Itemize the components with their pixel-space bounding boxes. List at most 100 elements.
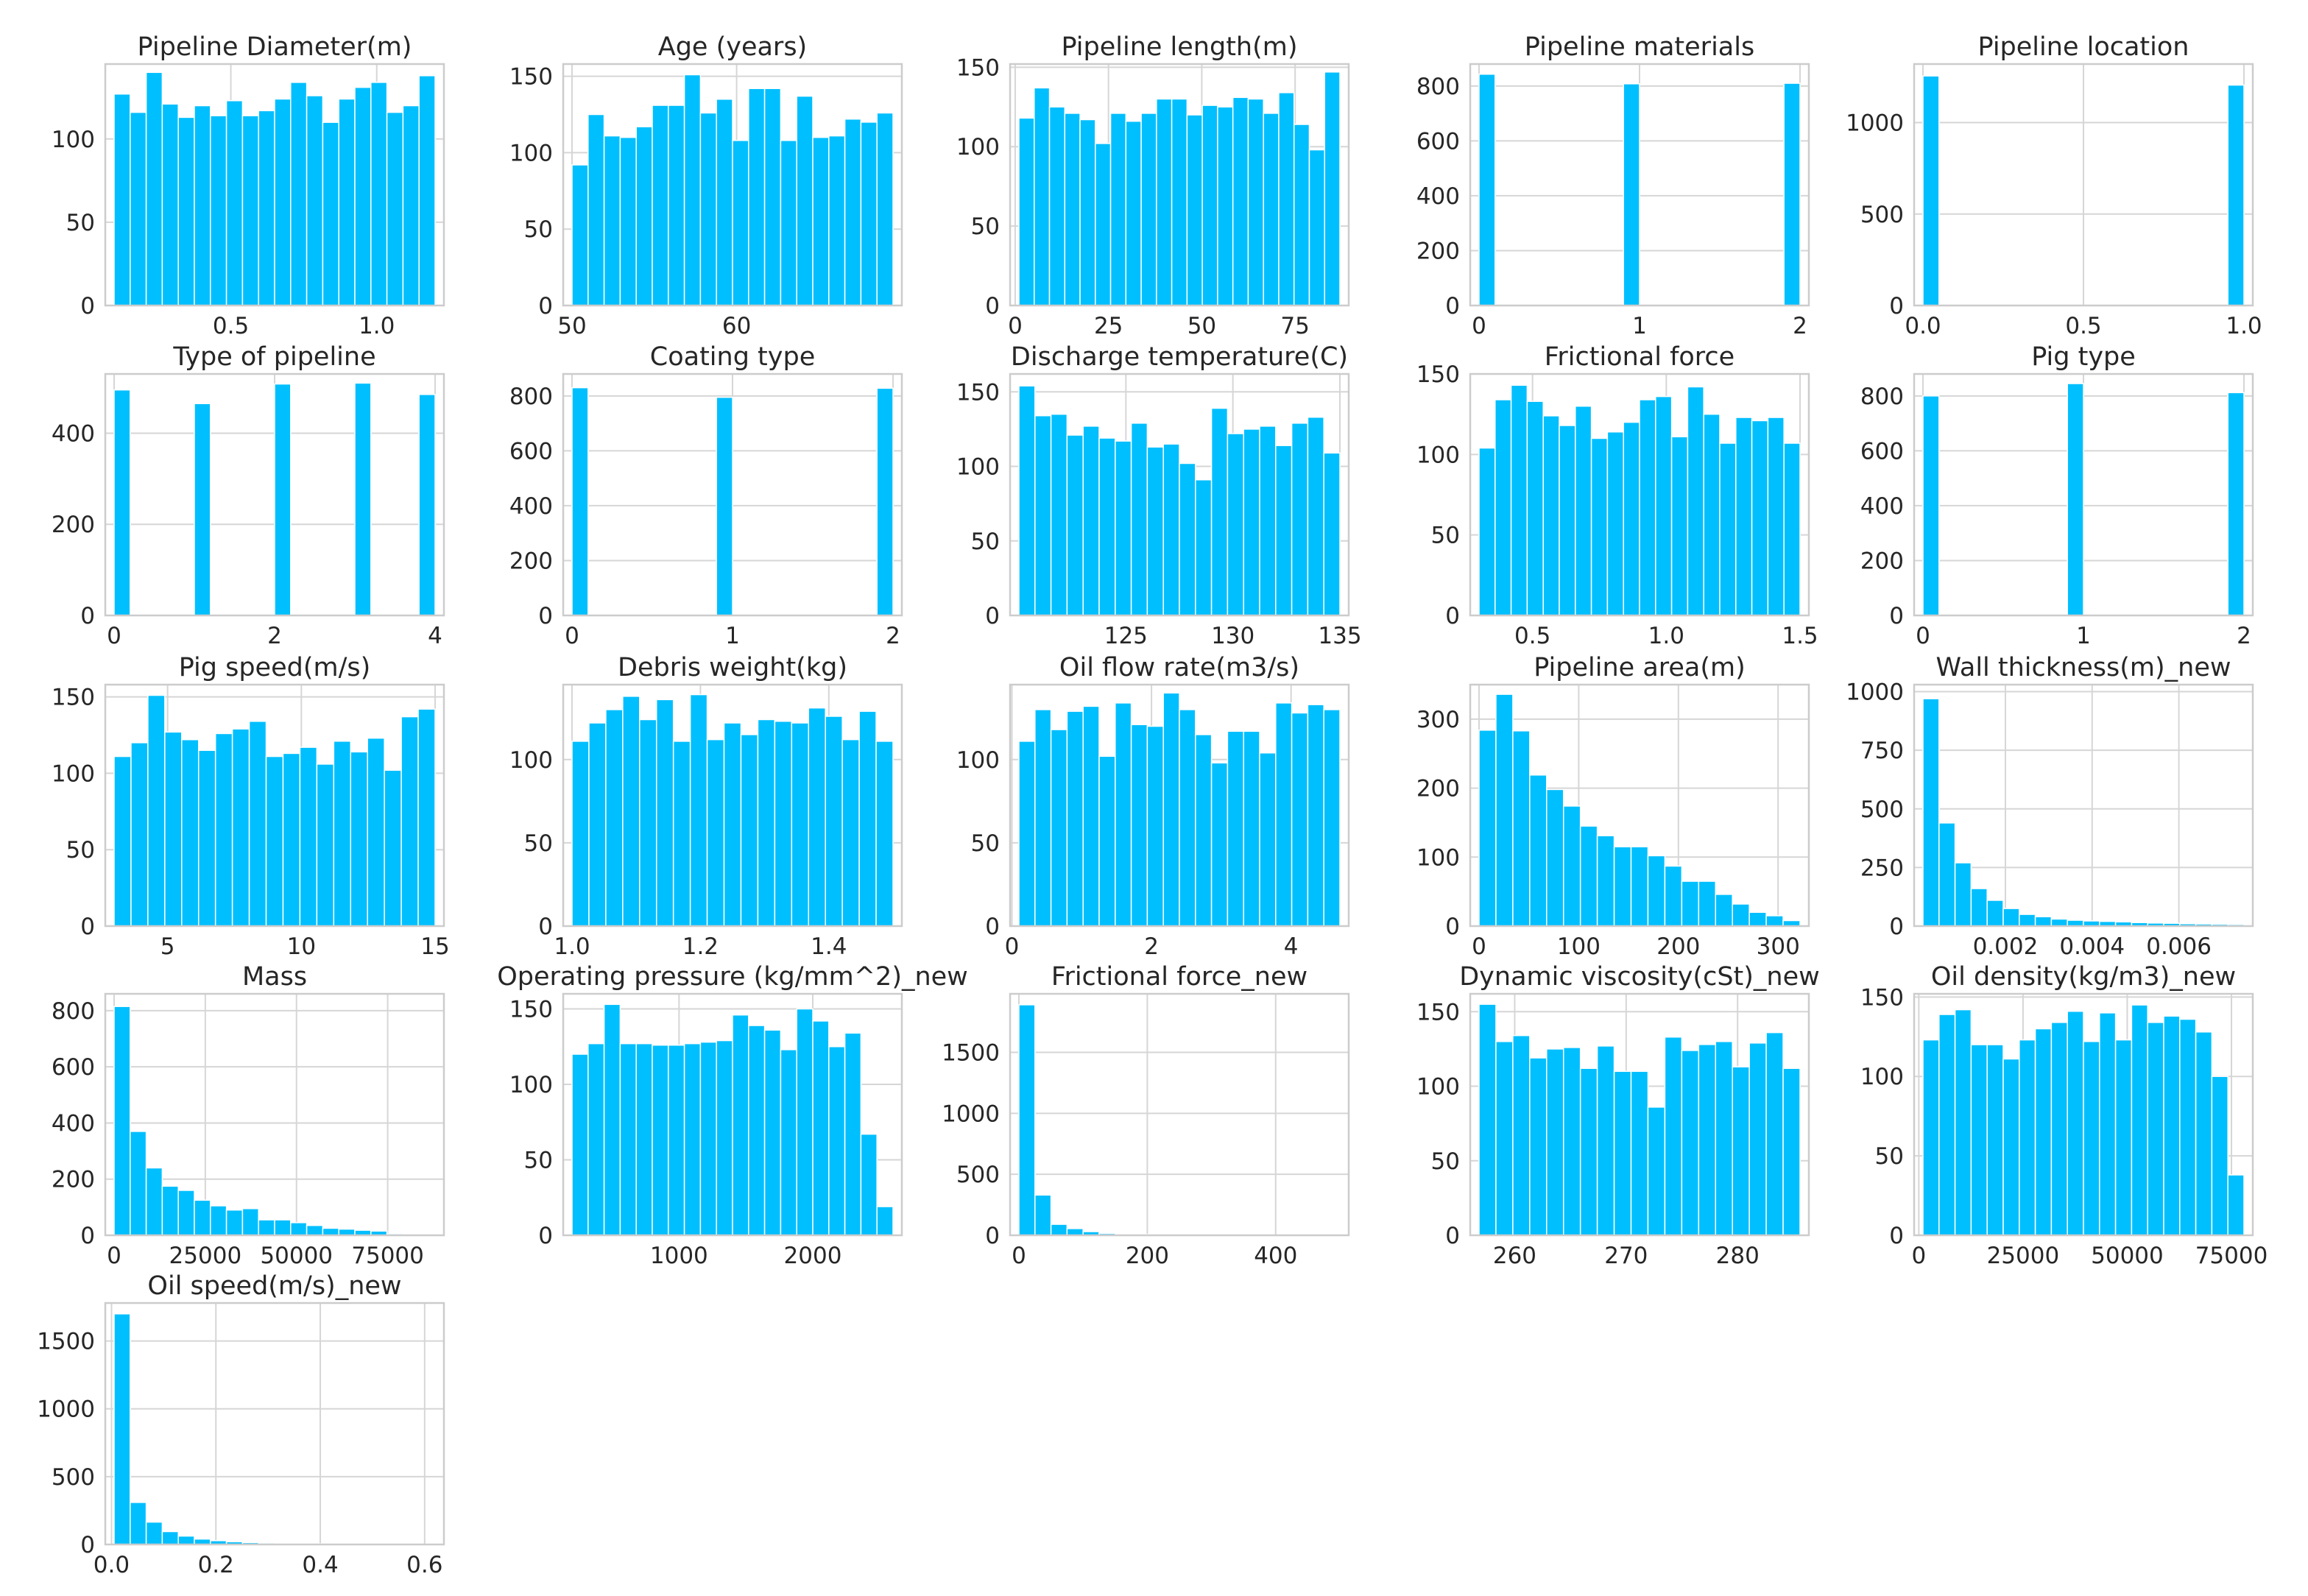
histogram-bar	[1018, 385, 1036, 616]
histogram-bar	[306, 1224, 324, 1236]
y-tick-label: 150	[509, 64, 553, 91]
x-tick-label: 100	[1557, 933, 1601, 960]
histogram-bar	[1748, 1042, 1767, 1236]
histogram-bar	[812, 1020, 830, 1236]
histogram-bar	[1259, 426, 1277, 616]
histogram-bar	[588, 722, 607, 927]
x-tick-label: 50	[1187, 313, 1216, 339]
histogram-bar	[181, 738, 200, 927]
x-tick-label: 75000	[2195, 1243, 2268, 1269]
histogram-bar	[225, 100, 244, 306]
histogram-bar	[1732, 1066, 1750, 1236]
histogram-bar	[258, 110, 275, 306]
y-tick-label: 200	[1860, 548, 1904, 574]
x-tick-label: 1.0	[359, 313, 395, 339]
histogram-bar	[1765, 915, 1784, 927]
x-tick-label: 1	[1632, 313, 1647, 339]
y-tick-label: 600	[1860, 438, 1904, 465]
histogram-bar	[161, 103, 179, 306]
histogram-bar	[1098, 437, 1116, 616]
histogram-bar	[1670, 436, 1689, 616]
x-tick-label: 400	[1254, 1243, 1297, 1269]
x-tick-label: 280	[1716, 1243, 1760, 1269]
histogram-title: Frictional force_new	[1051, 962, 1307, 992]
histogram-bar	[1639, 399, 1656, 616]
x-tick-label: 0.006	[2146, 933, 2212, 960]
histogram-bar	[668, 105, 685, 306]
histogram-bar	[1596, 835, 1615, 927]
y-tick-label: 0	[985, 914, 1000, 940]
x-tick-label: 25	[1094, 313, 1123, 339]
histogram-bar	[1613, 1070, 1632, 1236]
histogram-bar	[1590, 437, 1609, 616]
histogram-bar	[113, 389, 131, 616]
x-tick-label: 0.5	[213, 313, 249, 339]
y-tick-label: 600	[509, 438, 553, 465]
histogram-bar	[274, 98, 292, 306]
histogram-bar	[812, 136, 830, 306]
histogram-bar	[1018, 741, 1036, 927]
histogram-bar	[113, 1006, 131, 1236]
histogram-bar	[1082, 705, 1100, 927]
histogram-bar	[723, 722, 742, 927]
histogram-bar	[876, 387, 894, 616]
histogram-bar	[113, 1313, 131, 1545]
x-tick-label: 0	[107, 1243, 121, 1269]
y-tick-label: 100	[509, 1072, 553, 1098]
x-tick-label: 0.6	[406, 1552, 442, 1578]
y-tick-label: 50	[1431, 523, 1460, 549]
y-tick-label: 750	[1860, 738, 1904, 764]
histogram-bar	[1613, 846, 1632, 927]
x-tick-label: 2	[886, 623, 900, 649]
histogram-bar	[145, 1167, 163, 1236]
histogram-bar	[1748, 911, 1767, 927]
histogram-bar	[1263, 113, 1280, 306]
histogram-bar	[164, 731, 183, 927]
y-tick-label: 800	[1860, 384, 1904, 410]
x-tick-label: 25000	[1987, 1243, 2060, 1269]
histogram-bar	[1323, 709, 1341, 927]
histogram-bar	[2227, 392, 2245, 616]
y-tick-label: 1000	[1846, 110, 1904, 137]
histogram-bar	[1307, 704, 1324, 927]
x-tick-label: 2	[1793, 313, 1807, 339]
histogram-panel: 0 200 400 600 800 0 25000 50000 75000 Mass	[52, 962, 445, 1269]
x-tick-label: 15	[420, 933, 449, 960]
histogram-bar	[1970, 1044, 1988, 1236]
x-tick-label: 60	[722, 313, 751, 339]
histogram-panel: 0 50 100 150 260 270 280 Dynamic viscosity(cSt)…	[1416, 962, 1820, 1269]
x-tick-label: 0	[1472, 933, 1486, 960]
histogram-bar	[1986, 1044, 2004, 1236]
histogram-bar	[876, 112, 894, 306]
histogram-bar	[652, 105, 669, 306]
histogram-bar	[672, 741, 691, 927]
axes-frame	[562, 372, 903, 617]
axes-frame	[1009, 992, 1350, 1237]
histogram-bar	[876, 1206, 894, 1236]
histogram-bar	[1495, 693, 1514, 927]
y-tick-label: 0	[538, 293, 553, 319]
histogram-bar	[1735, 417, 1753, 616]
axes-frame	[1009, 683, 1350, 928]
axes-frame	[562, 683, 903, 928]
histogram-panel: 0 200 400 600 800 0 1 2 Pig type	[1860, 342, 2254, 649]
histogram-bar	[1146, 725, 1164, 927]
histogram-panel: 0 50 100 0.5 1.0 Pipeline Diameter(m)	[52, 32, 445, 339]
histogram-bar	[1765, 1031, 1784, 1236]
histogram-bar	[145, 1521, 163, 1545]
histogram-bar	[2050, 918, 2068, 927]
histogram-title: Pipeline area(m)	[1534, 653, 1746, 682]
histogram-bar	[1275, 445, 1293, 616]
x-tick-label: 1.2	[682, 933, 719, 960]
histogram-bar	[350, 751, 368, 927]
histogram-bar	[1630, 1070, 1649, 1236]
y-tick-label: 100	[956, 134, 1000, 160]
histogram-bar	[1146, 446, 1164, 616]
histogram-bar	[1512, 730, 1531, 927]
axes-frame	[104, 992, 445, 1237]
histogram-bar	[571, 1053, 589, 1236]
histogram-bar	[1922, 698, 1940, 927]
histogram-bar	[1278, 92, 1295, 306]
histogram-bar	[1922, 1039, 1940, 1236]
histogram-panel: 0 100 200 300 0 100 200 300 Pipeline area(m)	[1416, 653, 1810, 960]
